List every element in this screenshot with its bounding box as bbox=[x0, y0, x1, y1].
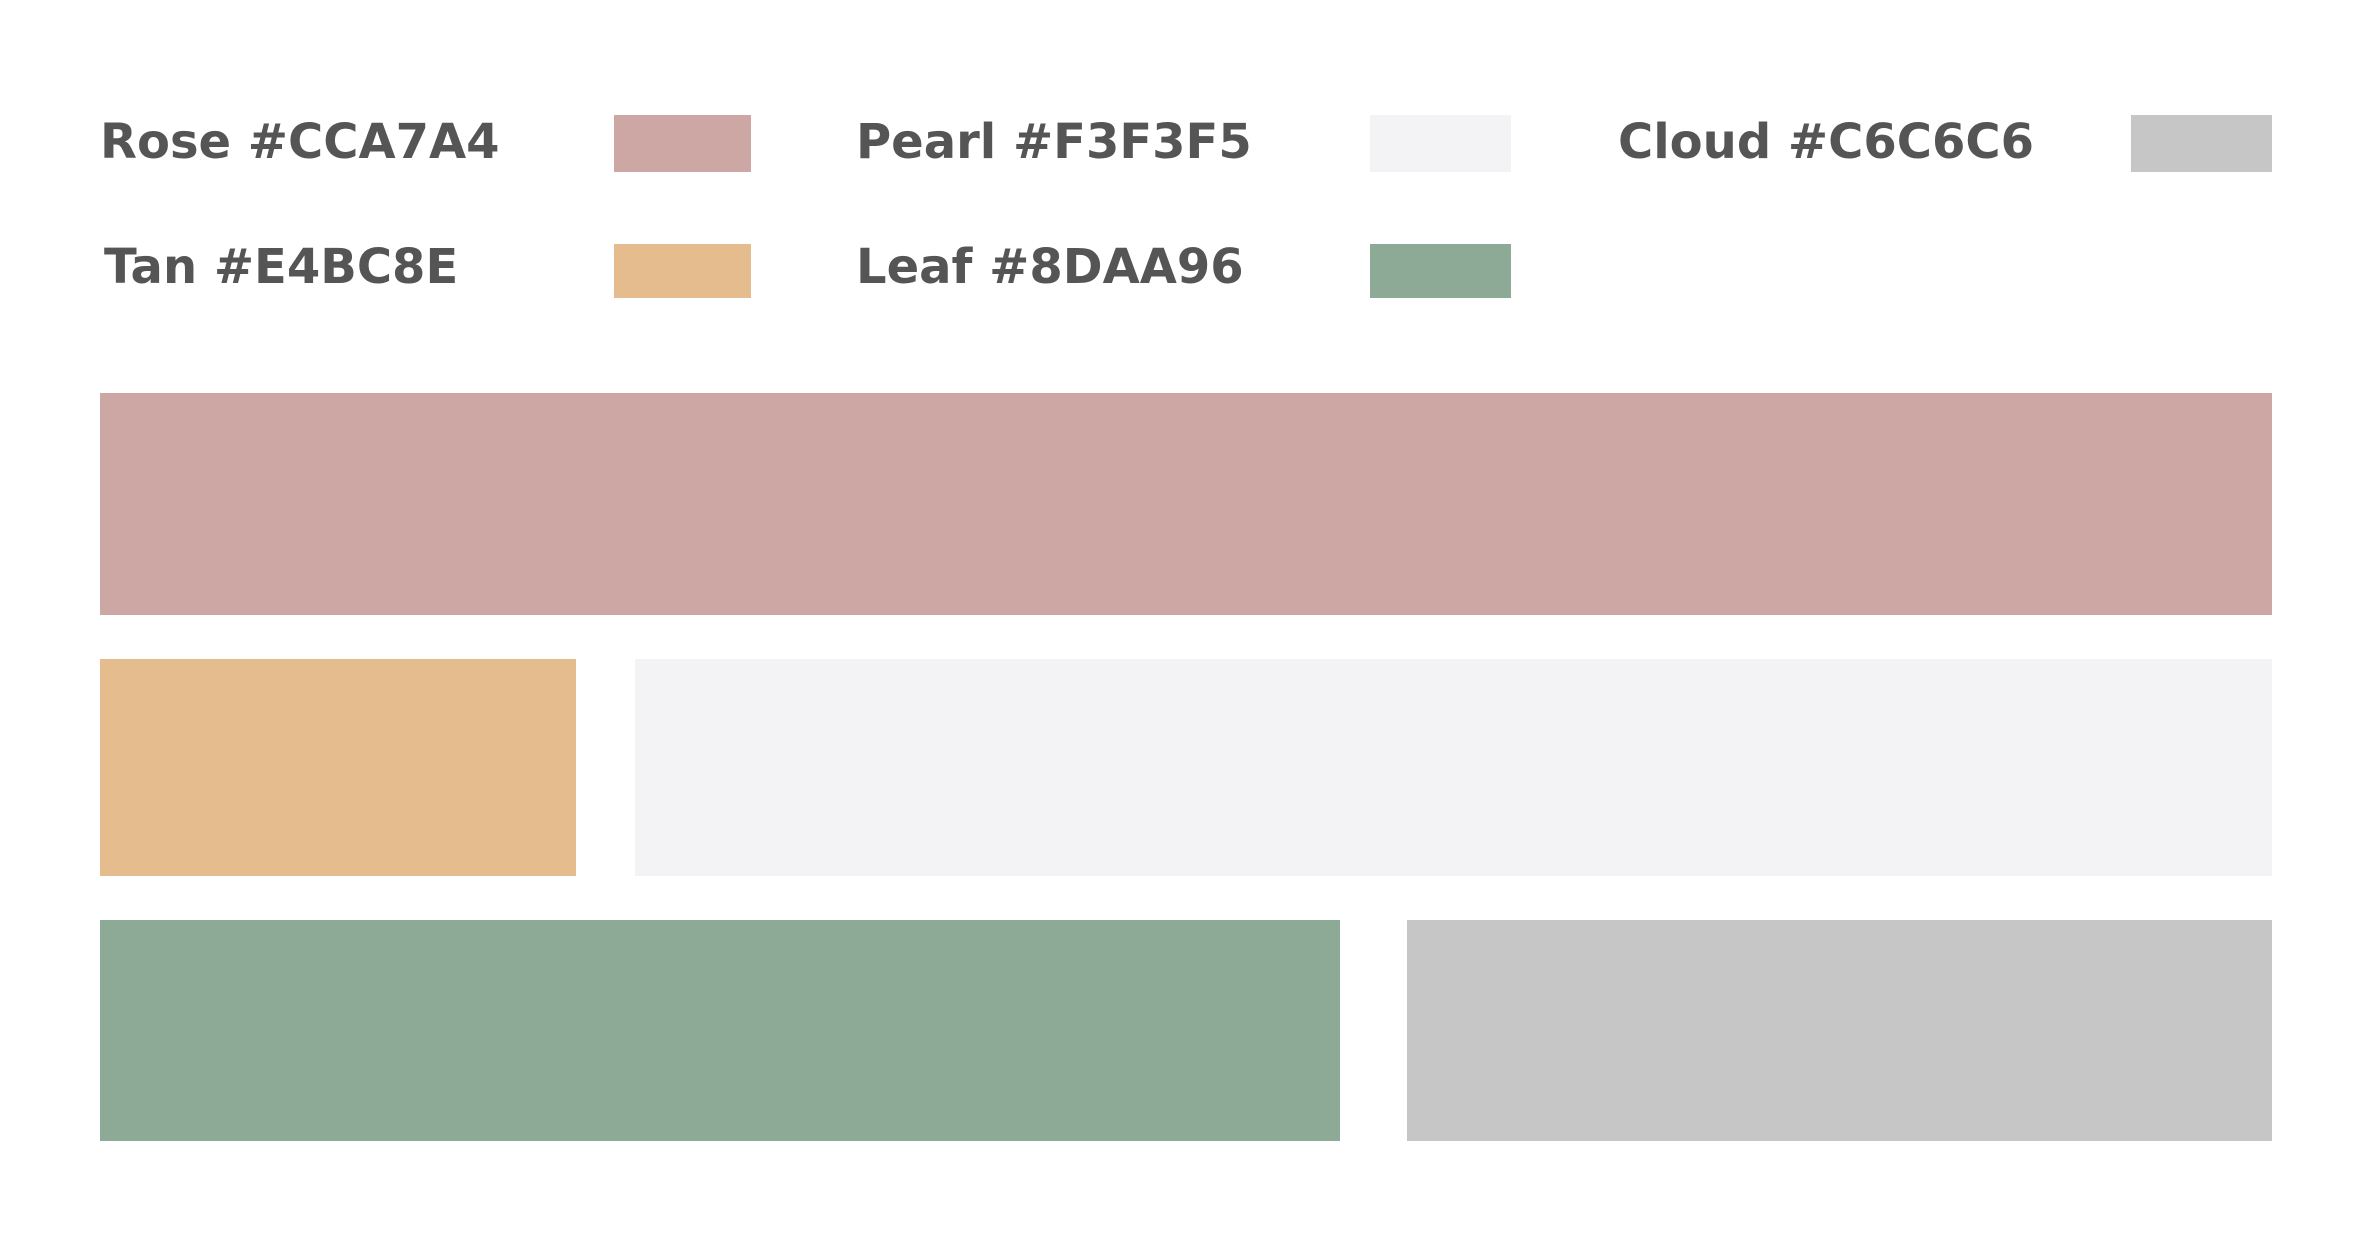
color-block-tan bbox=[100, 659, 576, 876]
legend-swatch-tan bbox=[614, 244, 751, 298]
color-block-leaf bbox=[100, 920, 1340, 1141]
color-block-cloud bbox=[1407, 920, 2272, 1141]
legend-swatch-pearl bbox=[1370, 115, 1511, 172]
legend-label-tan: Tan #E4BC8E bbox=[104, 239, 459, 295]
legend-label-cloud: Cloud #C6C6C6 bbox=[1618, 114, 2034, 170]
color-block-pearl bbox=[635, 659, 2272, 876]
legend-label-leaf: Leaf #8DAA96 bbox=[856, 239, 1244, 295]
color-block-rose bbox=[100, 393, 2272, 615]
legend-swatch-leaf bbox=[1370, 244, 1511, 298]
legend-label-pearl: Pearl #F3F3F5 bbox=[856, 114, 1252, 170]
legend-swatch-rose bbox=[614, 115, 751, 172]
legend-swatch-cloud bbox=[2131, 115, 2272, 172]
legend-label-rose: Rose #CCA7A4 bbox=[100, 114, 500, 170]
